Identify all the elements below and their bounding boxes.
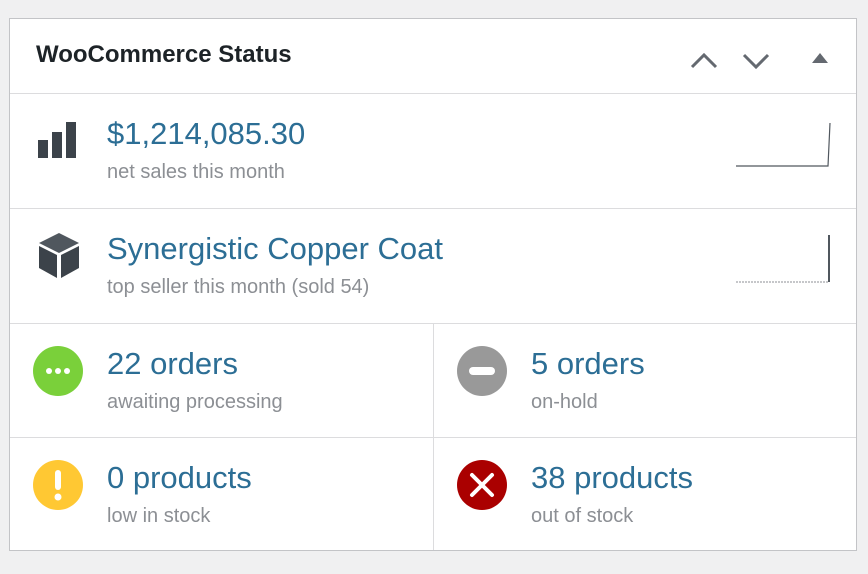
bar-chart-icon bbox=[38, 122, 76, 158]
low-stock-icon bbox=[33, 460, 83, 510]
seller-sparkline bbox=[736, 235, 830, 283]
net-sales-value: $1,214,085.30 bbox=[107, 116, 306, 151]
top-seller-row[interactable]: Synergistic Copper Coat top seller this … bbox=[10, 208, 856, 323]
top-seller-label: top seller this month (sold 54) bbox=[107, 276, 370, 298]
low-stock-cell[interactable]: 0 products low in stock bbox=[10, 437, 433, 550]
low-stock-label: low in stock bbox=[107, 505, 211, 527]
status-widget: WooCommerce Status $1,214,085.30 net sal… bbox=[9, 18, 857, 551]
on-hold-icon bbox=[457, 346, 507, 396]
processing-icon bbox=[33, 346, 83, 396]
processing-cell[interactable]: 22 orders awaiting processing bbox=[10, 323, 433, 437]
sales-sparkline bbox=[736, 122, 831, 167]
processing-label: awaiting processing bbox=[107, 391, 283, 413]
on-hold-cell[interactable]: 5 orders on-hold bbox=[433, 323, 856, 437]
widget-controls bbox=[690, 52, 828, 70]
on-hold-label: on-hold bbox=[531, 391, 598, 413]
widget-title: WooCommerce Status bbox=[36, 41, 292, 68]
move-up-button[interactable] bbox=[690, 52, 718, 69]
low-stock-count: 0 products bbox=[107, 460, 252, 495]
out-of-stock-icon bbox=[457, 460, 507, 510]
out-of-stock-cell[interactable]: 38 products out of stock bbox=[433, 437, 856, 550]
net-sales-row[interactable]: $1,214,085.30 net sales this month bbox=[10, 93, 856, 208]
out-of-stock-label: out of stock bbox=[531, 505, 634, 527]
out-of-stock-count: 38 products bbox=[531, 460, 693, 495]
collapse-button[interactable] bbox=[812, 53, 828, 63]
on-hold-count: 5 orders bbox=[531, 346, 645, 381]
top-seller-name: Synergistic Copper Coat bbox=[107, 231, 443, 266]
move-down-button[interactable] bbox=[742, 53, 770, 70]
net-sales-label: net sales this month bbox=[107, 161, 285, 183]
processing-count: 22 orders bbox=[107, 346, 238, 381]
box-icon bbox=[39, 233, 79, 278]
